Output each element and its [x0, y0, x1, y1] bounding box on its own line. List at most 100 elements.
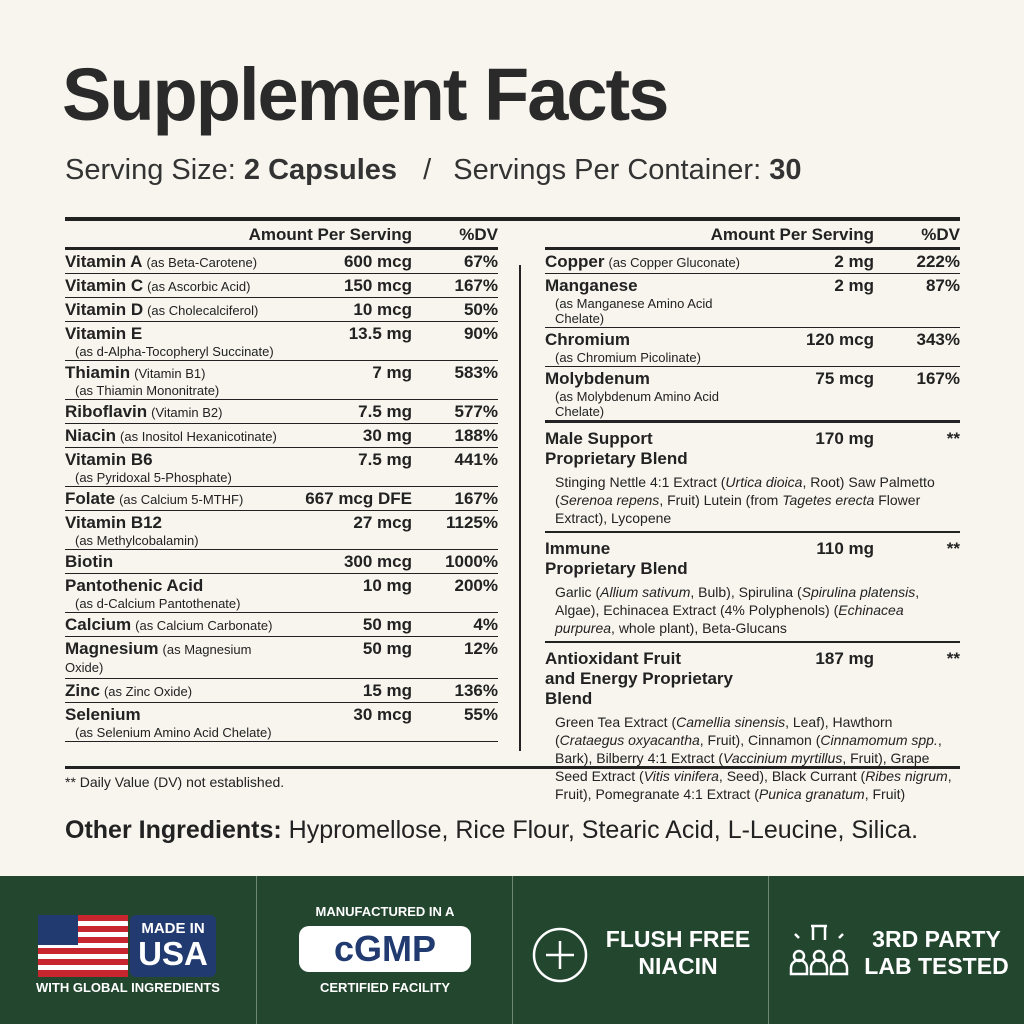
nutrient-cell: Selenium (as Selenium Amino Acid Chelate) [65, 705, 292, 740]
left-column: Amount Per Serving %DV Vitamin A (as Beta-C… [65, 222, 498, 742]
header-amount: Amount Per Serving [710, 224, 874, 244]
table-header: Amount Per Serving %DV [65, 222, 498, 250]
daily-value: 90% [463, 324, 498, 343]
description-part: , Fruit), Grape Seed Extract ( [555, 750, 930, 784]
nutrient-name: Thiamin [65, 363, 131, 382]
nutrient-cell: Vitamin E (as d-Alpha-Tocopheryl Succinat… [65, 324, 292, 359]
other-ingredients-text: Hypromellose, Rice Flour, Stearic Acid, … [288, 816, 919, 844]
description-part: Echinacea purpurea [555, 602, 904, 636]
nutrient-cell: Vitamin B6 (as Pyridoxal 5-Phosphate) [65, 450, 292, 485]
amount: 13.5 mg [348, 324, 412, 343]
description-part: Vitis vinifera [643, 768, 719, 784]
description-part: , Bulb), Spirulina ( [690, 584, 802, 600]
nutrient-note: (as Cholecalciferol) [147, 303, 259, 318]
nutrient-row: Zinc (as Zinc Oxide) 15 mg 136% [65, 679, 498, 703]
nutrient-detail: (as Molybdenum Amino Acid Chelate) [555, 389, 720, 419]
blend-row: Antioxidant Fruit and Energy Proprietary… [545, 643, 960, 807]
daily-value: 188% [454, 426, 498, 445]
amount: 30 mg [362, 426, 412, 445]
description-part: Spirulina platensis [801, 584, 916, 600]
nutrient-cell: Vitamin A (as Beta-Carotene) [65, 252, 292, 272]
badge-caption: WITH GLOBAL INGREDIENTS [36, 980, 220, 995]
nutrient-name: Manganese [545, 276, 638, 295]
blend-row: Male Support Proprietary Blend 170 mg ** St… [545, 423, 960, 533]
nutrient-detail: (as Chromium Picolinate) [555, 350, 701, 365]
serving-size: 2 Capsules [243, 154, 398, 186]
nutrient-name: Vitamin C [65, 276, 144, 295]
blend-description: Stinging Nettle 4:1 Extract (Urtica dioi… [545, 469, 960, 530]
badge-line: LAB TESTED [864, 953, 1009, 979]
right-column: Amount Per Serving %DV Copper (as Copper Gl… [545, 222, 960, 807]
nutrient-cell: Magnesium (as Magnesium Oxide) [65, 639, 292, 677]
nutrient-name: Biotin [65, 552, 114, 571]
other-ingredients: Other Ingredients: Hypromellose, Rice Fl… [65, 816, 918, 845]
header-dv: %DV [921, 224, 960, 244]
title: Supplement Facts [62, 53, 669, 136]
nutrient-cell: Biotin [65, 552, 292, 572]
nutrient-note: (Vitamin B1) [134, 366, 206, 381]
nutrient-name: Calcium [65, 615, 132, 634]
badge-line: NIACIN [638, 953, 718, 979]
description-part: Crataegus oxyacantha [559, 732, 700, 748]
other-ingredients-label: Other Ingredients: [65, 816, 282, 844]
nutrient-note: (as Calcium 5-MTHF) [119, 492, 244, 507]
daily-value: 441% [454, 450, 498, 469]
nutrient-name: Niacin [65, 426, 117, 445]
column-divider [519, 265, 521, 751]
daily-value: ** [946, 429, 960, 448]
daily-value: 1125% [446, 513, 498, 532]
badge-text: FLUSH FREE NIACIN [603, 926, 753, 980]
nutrient-cell: Thiamin (Vitamin B1) (as Thiamin Mononitra… [65, 363, 292, 398]
daily-value: 136% [454, 681, 498, 700]
badge-line: MADE IN [141, 920, 205, 937]
blend-name: Antioxidant Fruit and Energy Proprietary… [545, 649, 734, 708]
badge-top: MANUFACTURED IN A [315, 904, 455, 919]
description-part: , Fruit) Lutein (from [659, 492, 783, 508]
flag-icon [38, 915, 128, 977]
nutrient-row: Folate (as Calcium 5-MTHF) 667 mcg DFE 167% [65, 487, 498, 511]
description-part: Tagetes erecta [782, 492, 875, 508]
nutrient-row: Chromium (as Chromium Picolinate) 120 mcg 3… [545, 328, 960, 367]
nutrient-name: Folate [65, 489, 116, 508]
description-part: , Seed), Black Currant ( [718, 768, 866, 784]
nutrient-row: Biotin 300 mcg 1000% [65, 550, 498, 574]
nutrient-note: (as Inositol Hexanicotinate) [120, 429, 277, 444]
nutrient-row: Selenium (as Selenium Amino Acid Chelate)… [65, 703, 498, 742]
servings-label: Servings Per Container: [453, 154, 762, 186]
amount: 10 mg [362, 576, 412, 595]
nutrient-detail: (as d-Calcium Pantothenate) [75, 596, 241, 611]
nutrient-name: Vitamin D [65, 300, 144, 319]
description-part: , whole plant), Beta-Glucans [611, 620, 787, 636]
serving-info: Serving Size: 2 Capsules / Servings Per … [65, 154, 801, 187]
nutrient-cell: Vitamin C (as Ascorbic Acid) [65, 276, 292, 296]
daily-value: 50% [463, 300, 498, 319]
nutrient-name: Chromium [545, 330, 630, 349]
description-part: , Fruit), Cinnamon ( [699, 732, 821, 748]
nutrient-cell: Copper (as Copper Gluconate) [545, 252, 764, 272]
amount: 170 mg [815, 429, 874, 448]
blend-description: Garlic (Allium sativum, Bulb), Spirulina… [545, 579, 960, 640]
badge-line: USA [138, 935, 208, 972]
description-part: Green Tea Extract ( [555, 714, 677, 730]
nutrient-name: Vitamin E [65, 324, 143, 343]
nutrient-name: Magnesium [65, 639, 159, 658]
top-rule [65, 217, 960, 221]
description-part: , Algae), Echinacea Extract (4% Polyphen… [555, 584, 920, 618]
description-part: , Leaf), Hawthorn ( [555, 714, 893, 748]
header-amount: Amount Per Serving [248, 224, 412, 244]
daily-value: 577% [454, 402, 498, 421]
bottom-rule [65, 766, 960, 769]
description-part: Vaccinium myrtillus [723, 750, 843, 766]
nutrient-note: (as Ascorbic Acid) [147, 279, 251, 294]
description-part: , Root) Saw Palmetto ( [555, 474, 935, 508]
nutrient-detail: (as Thiamin Mononitrate) [75, 383, 220, 398]
badge: FLUSH FREE NIACIN [512, 876, 768, 1024]
daily-value: 583% [454, 363, 498, 382]
nutrient-name: Vitamin A [65, 252, 143, 271]
amount: 50 mg [362, 639, 412, 658]
footnote: ** Daily Value (DV) not established. [65, 774, 285, 790]
amount: 300 mcg [343, 552, 412, 571]
description-part: Cinnamomum spp. [820, 732, 938, 748]
nutrient-cell: Zinc (as Zinc Oxide) [65, 681, 292, 701]
